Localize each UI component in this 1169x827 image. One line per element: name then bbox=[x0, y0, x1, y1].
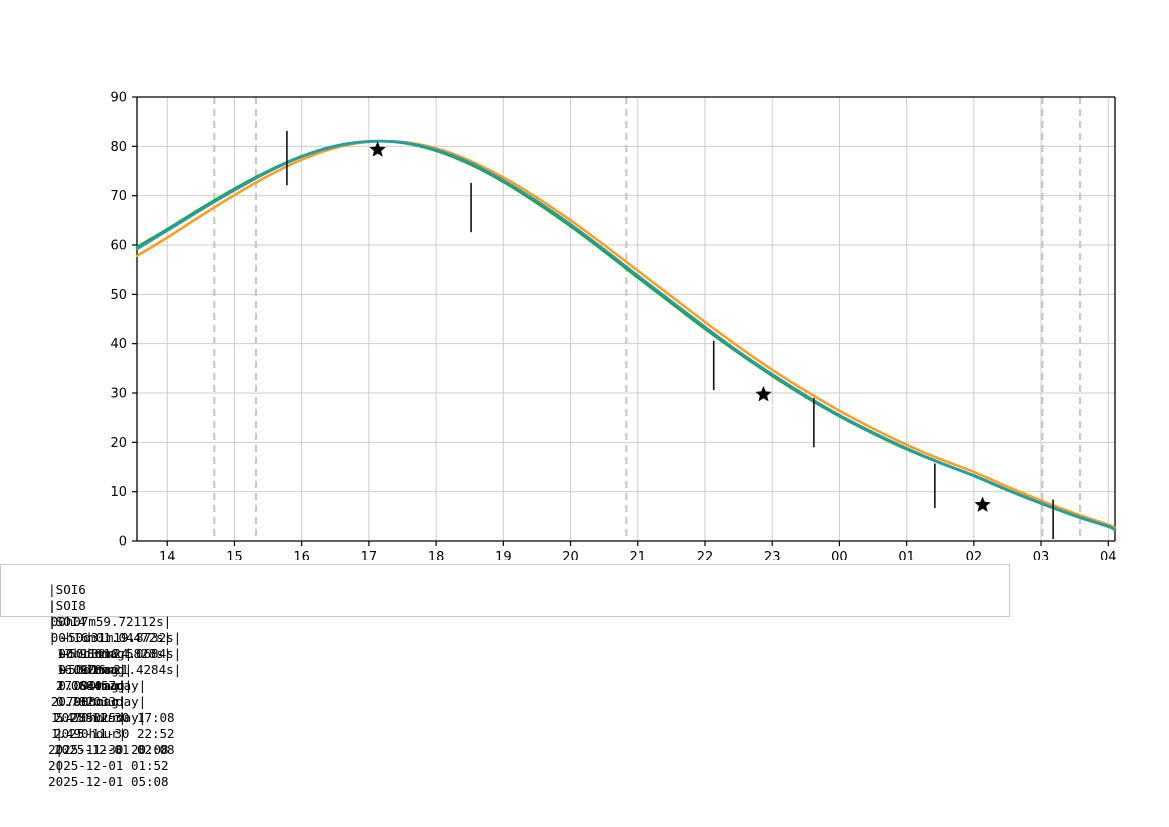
x-axis-tick-label: 15 bbox=[226, 550, 243, 560]
y-axis-tick-label: 70 bbox=[110, 189, 127, 204]
cell-mag-error: 0.060mag| bbox=[58, 662, 127, 677]
cell-dec: +50d32m24.0684s| bbox=[60, 646, 182, 661]
x-axis-tick-label: 20 bbox=[562, 550, 579, 560]
observation-star-marker[interactable] bbox=[974, 496, 991, 512]
x-axis-tick-label: 04 bbox=[1100, 550, 1117, 560]
cell-ra: 00h16m01.04472s| bbox=[50, 630, 172, 645]
y-axis-tick-label: 60 bbox=[110, 239, 127, 254]
x-axis-tick-label: 03 bbox=[1033, 550, 1050, 560]
table-row[interactable]: |SOI6 | 00h07m59.72112s| +50d31m19.8732s… bbox=[1, 566, 1009, 757]
x-axis-tick-label: 21 bbox=[629, 550, 646, 560]
y-axis-tick-label: 90 bbox=[110, 91, 127, 106]
cell-time-start: 2025-11-30 17:08 bbox=[54, 710, 175, 725]
cell-duration: 1.470hour| bbox=[50, 710, 127, 725]
cell-name: |SOI8 bbox=[48, 598, 86, 613]
cell-duration: 1.490hour| bbox=[50, 726, 127, 741]
cell-mag-error: 0.080mag| bbox=[58, 694, 127, 709]
y-axis-tick-label: 10 bbox=[110, 485, 127, 500]
x-axis-tick-label: 00 bbox=[831, 550, 848, 560]
cell-separator-2: | bbox=[55, 726, 63, 741]
series-curve-soi4 bbox=[135, 139, 1117, 531]
cell-time-end: 2025-11-30 20:08 bbox=[48, 742, 169, 757]
cell-name: |SOI6 bbox=[48, 582, 86, 597]
cell-magnitude: 17.840mag| bbox=[56, 678, 133, 693]
y-axis-tick-label: 30 bbox=[110, 387, 127, 402]
cell-separator-2: | bbox=[55, 758, 63, 773]
x-axis-tick-label: 14 bbox=[159, 550, 176, 560]
table-row[interactable]: |SOI8 | 00h16m01.04472s| +50d32m24.0684s… bbox=[1, 582, 1009, 773]
altitude-plot-figure: 0 10 20 30 40 50 60 70 80 90 14 15 16 17 18 19 20 21 22 23 0… bbox=[110, 91, 1117, 561]
cell-period: 5.285025day| bbox=[55, 710, 147, 725]
cell-time-end: 2025-12-01 01:52 bbox=[48, 758, 169, 773]
cell-ra: 00h07m59.72112s| bbox=[50, 614, 172, 629]
cell-time-start: 2025-12-01 02:08 bbox=[54, 742, 175, 757]
x-axis-tick-label: 02 bbox=[966, 550, 983, 560]
x-axis-tick-label: 18 bbox=[428, 550, 445, 560]
cell-magnitude: 17.980mag| bbox=[56, 646, 133, 661]
y-axis-tick-label: 0 bbox=[119, 535, 127, 550]
x-axis-tick-label: 17 bbox=[361, 550, 378, 560]
observation-star-marker[interactable] bbox=[755, 385, 772, 402]
x-axis-tick-label: 01 bbox=[898, 550, 915, 560]
x-axis-tick-label: 22 bbox=[697, 550, 714, 560]
cell-ra: 00h11m10.5828s| bbox=[58, 646, 172, 661]
y-axis-tick-label: 80 bbox=[110, 140, 127, 155]
table-row[interactable]: |SOI4 | 00h11m10.5828s| +50d16m21.4284s|… bbox=[1, 598, 1009, 789]
cell-time-end: 2025-12-01 05:08 bbox=[48, 774, 169, 789]
x-axis-tick-label: 19 bbox=[495, 550, 512, 560]
cell-period: 0.782033day| bbox=[55, 694, 147, 709]
x-axis-tick-label: 23 bbox=[764, 550, 781, 560]
cell-dec: +50d16m21.4284s| bbox=[60, 662, 182, 677]
cell-separator: | bbox=[48, 598, 56, 613]
cell-separator: | bbox=[48, 614, 56, 629]
cell-separator: | bbox=[48, 630, 56, 645]
cell-mag-error: 0.090mag| bbox=[58, 678, 127, 693]
cell-dec: +50d31m19.8732s| bbox=[60, 630, 182, 645]
y-axis-tick-label: 20 bbox=[110, 436, 127, 451]
cell-magnitude: 16.970mag| bbox=[56, 662, 133, 677]
cell-duration: 2.790hour| bbox=[50, 694, 127, 709]
observation-star-marker[interactable] bbox=[369, 141, 386, 157]
series-curve-soi6 bbox=[135, 139, 1117, 530]
cell-period: 2.068457day| bbox=[55, 678, 147, 693]
y-axis-tick-label: 50 bbox=[110, 288, 127, 303]
x-axis-tick-label: 16 bbox=[293, 550, 310, 560]
cell-name: |SOI4 bbox=[48, 614, 86, 629]
target-list-table: |SOI6 | 00h07m59.72112s| +50d31m19.8732s… bbox=[0, 564, 1010, 789]
cell-time-start: 2025-11-30 22:52 bbox=[54, 726, 175, 741]
y-axis-tick-label: 40 bbox=[110, 337, 127, 352]
cell-separator-2: | bbox=[55, 742, 63, 757]
